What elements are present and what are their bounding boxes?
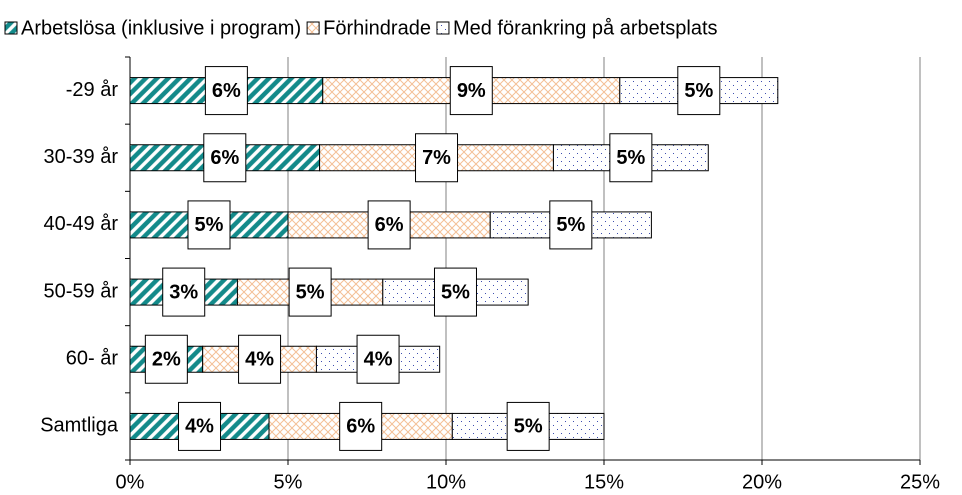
data-label: 4% bbox=[185, 416, 214, 438]
legend-label: Arbetslösa (inklusive i program) bbox=[21, 17, 301, 39]
data-label: 6% bbox=[212, 80, 241, 102]
data-label: 5% bbox=[296, 281, 325, 303]
data-label-box bbox=[238, 334, 282, 384]
y-tick-label: 30-39 år bbox=[44, 146, 119, 168]
x-tick-label: 5% bbox=[274, 471, 303, 493]
data-label-box bbox=[506, 401, 550, 451]
data-label: 6% bbox=[346, 416, 375, 438]
data-label: 5% bbox=[195, 214, 224, 236]
data-label-box bbox=[144, 334, 188, 384]
data-label-box bbox=[415, 133, 459, 183]
x-tick-label: 15% bbox=[584, 471, 624, 493]
data-label-box bbox=[288, 267, 332, 317]
x-tick-label: 0% bbox=[116, 471, 145, 493]
data-label-box bbox=[609, 133, 653, 183]
y-tick-label: 60- år bbox=[66, 348, 119, 370]
data-label-box bbox=[367, 200, 411, 250]
y-tick-label: 50-59 år bbox=[44, 280, 119, 302]
legend-swatch bbox=[4, 21, 18, 35]
y-tick-label: -29 år bbox=[66, 79, 119, 101]
data-label-box bbox=[162, 267, 206, 317]
y-tick-label: Samtliga bbox=[40, 415, 119, 437]
data-label: 4% bbox=[364, 349, 393, 371]
data-label: 5% bbox=[441, 281, 470, 303]
data-label-box bbox=[433, 267, 477, 317]
data-label: 6% bbox=[375, 214, 404, 236]
data-label: 7% bbox=[422, 147, 451, 169]
data-label: 2% bbox=[152, 349, 181, 371]
data-label-box bbox=[356, 334, 400, 384]
data-label: 5% bbox=[684, 80, 713, 102]
data-label: 6% bbox=[210, 147, 239, 169]
legend-swatch bbox=[436, 21, 450, 35]
data-label: 3% bbox=[169, 281, 198, 303]
data-label-box bbox=[549, 200, 593, 250]
data-label-box bbox=[339, 401, 383, 451]
legend-label: Förhindrade bbox=[323, 17, 431, 39]
x-tick-label: 10% bbox=[426, 471, 466, 493]
data-label-box bbox=[187, 200, 231, 250]
legend-swatch bbox=[306, 21, 320, 35]
data-label: 5% bbox=[514, 416, 543, 438]
data-label-box bbox=[203, 133, 247, 183]
data-label-box bbox=[677, 66, 721, 116]
y-tick-label: 40-49 år bbox=[44, 213, 119, 235]
legend-label: Med förankring på arbetsplats bbox=[453, 17, 718, 39]
data-label: 9% bbox=[457, 80, 486, 102]
data-label-box bbox=[178, 401, 222, 451]
data-label: 4% bbox=[245, 349, 274, 371]
x-tick-label: 25% bbox=[900, 471, 940, 493]
data-label-box bbox=[204, 66, 248, 116]
data-label-box bbox=[449, 66, 493, 116]
data-label: 5% bbox=[556, 214, 585, 236]
data-label: 5% bbox=[616, 147, 645, 169]
x-tick-label: 20% bbox=[742, 471, 782, 493]
